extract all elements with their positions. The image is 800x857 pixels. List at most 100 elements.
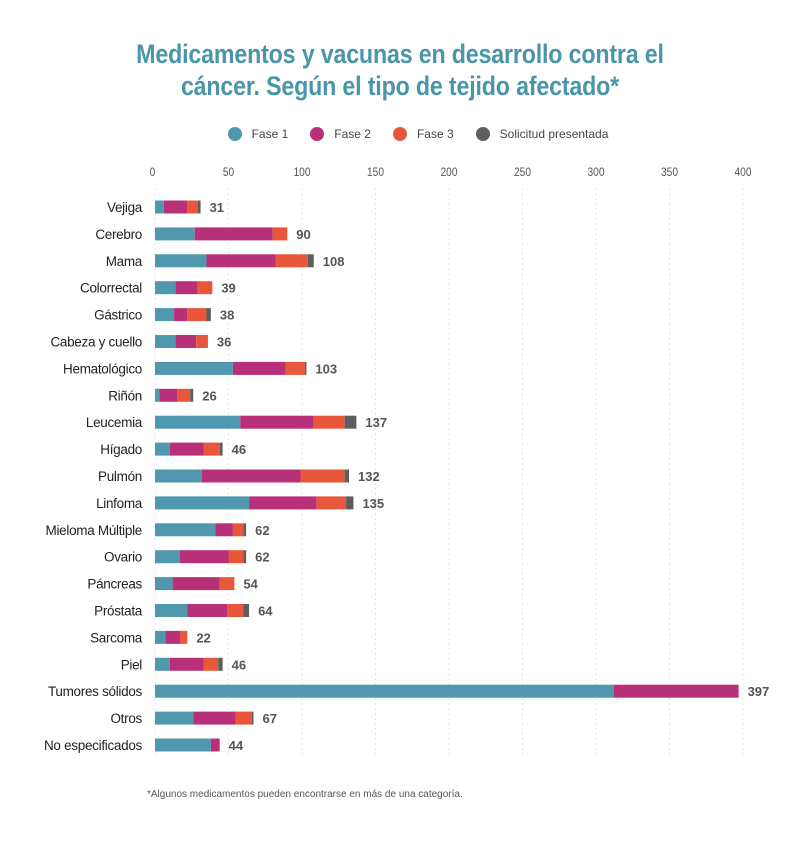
bar-segment-fase-2 <box>193 711 236 725</box>
bar-segment-solicitud-presentada <box>307 254 314 268</box>
bar-segment-fase-3 <box>219 577 235 591</box>
bar-segment-fase-1 <box>155 496 250 510</box>
legend: Fase 1 Fase 2 Fase 3 Solicitud presentad… <box>0 127 800 141</box>
x-tick-label: 200 <box>440 166 457 179</box>
bar-segment-fase-1 <box>155 711 194 725</box>
footnote: *Algunos medicamentos pueden encontrarse… <box>147 789 463 800</box>
bar-segment-fase-3 <box>272 227 288 241</box>
bar-segment-fase-2 <box>202 469 301 483</box>
bar-segment-fase-1 <box>155 200 164 214</box>
bar-segment-fase-2 <box>240 415 314 429</box>
bar-segment-fase-1 <box>155 442 170 456</box>
bar-segment-solicitud-presentada <box>252 711 254 725</box>
total-label: 67 <box>262 711 276 726</box>
bar-segment-solicitud-presentada <box>206 308 211 322</box>
bar-segment-solicitud-presentada <box>344 415 357 429</box>
bar-segment-fase-3 <box>285 361 305 375</box>
total-label: 44 <box>229 738 244 753</box>
bar-segment-fase-3 <box>179 630 188 644</box>
bar-segment-fase-1 <box>155 335 176 348</box>
bar-segment-fase-2 <box>194 227 273 241</box>
bar-segment-fase-2 <box>215 523 233 537</box>
bar-segment-fase-2 <box>159 388 178 402</box>
bar-segment-fase-2 <box>163 200 188 214</box>
total-label: 38 <box>220 308 234 323</box>
bar-segment-fase-1 <box>155 684 614 698</box>
total-label: 137 <box>365 415 387 430</box>
total-label: 62 <box>255 550 269 565</box>
category-label: Sarcoma <box>90 630 143 645</box>
bar-segment-fase-3 <box>275 254 308 268</box>
category-label: No especificados <box>44 738 143 753</box>
total-label: 46 <box>232 442 246 457</box>
bar-segment-fase-2 <box>175 281 198 295</box>
y-axis: Vejiga Cerebro Mama Colorrectal Gástrico Cabe… <box>44 200 143 753</box>
bar-segment-fase-3 <box>228 550 244 564</box>
category-label: Próstata <box>94 604 143 619</box>
bar-segment-fase-1 <box>155 630 166 644</box>
category-label: Páncreas <box>87 577 142 592</box>
bar-segment-fase-1 <box>155 738 211 752</box>
total-label: 103 <box>315 361 337 376</box>
x-axis: 0 50 100 150 200 250 300 350 400 <box>150 166 752 179</box>
category-label: Linfoma <box>96 496 143 511</box>
bar-segment-solicitud-presentada <box>219 442 223 456</box>
bar-segment-fase-3 <box>196 335 208 348</box>
category-label: Gástrico <box>94 308 142 323</box>
bar-segment-fase-2 <box>613 684 739 698</box>
legend-swatch-fase-2 <box>310 127 325 141</box>
bar-segment-fase-2 <box>169 442 204 456</box>
category-label: Mama <box>106 254 143 269</box>
bar-segment-fase-3 <box>203 657 219 671</box>
legend-swatch-solicitud <box>475 127 490 141</box>
bar-segment-fase-2 <box>172 577 220 591</box>
category-label: Riñón <box>108 388 142 403</box>
x-tick-label: 150 <box>367 166 384 179</box>
chart-title: Medicamentos y vacunas en desarrollo con… <box>56 38 744 102</box>
total-label: 22 <box>196 630 210 645</box>
legend-label-fase-3: Fase 3 <box>416 127 454 141</box>
legend-item-fase-1: Fase 1 <box>227 127 288 141</box>
bar-segment-fase-1 <box>155 254 207 268</box>
bar-segment-fase-3 <box>187 200 198 214</box>
bar-segment-fase-3 <box>197 281 213 295</box>
bar-segment-solicitud-presentada <box>218 657 223 671</box>
category-label: Piel <box>121 657 143 672</box>
total-label: 397 <box>748 684 770 699</box>
bar-segment-solicitud-presentada <box>190 388 194 402</box>
x-tick-label: 300 <box>587 166 604 179</box>
bar-segment-fase-2 <box>232 361 286 375</box>
category-label: Vejiga <box>107 200 143 215</box>
total-label: 62 <box>255 523 269 538</box>
bar-segment-solicitud-presentada <box>197 200 201 214</box>
legend-swatch-fase-1 <box>227 127 242 141</box>
x-tick-label: 100 <box>293 166 310 179</box>
bar-segment-fase-1 <box>155 281 176 295</box>
legend-item-fase-2: Fase 2 <box>310 127 371 141</box>
total-label: 132 <box>358 469 380 484</box>
category-label: Tumores sólidos <box>48 684 143 699</box>
bar-segment-solicitud-presentada <box>304 361 307 375</box>
bar-segment-fase-1 <box>155 361 233 375</box>
category-label: Hematológico <box>63 361 142 376</box>
bar-segment-fase-1 <box>155 604 188 617</box>
total-label: 54 <box>243 577 258 592</box>
bar-segment-fase-2 <box>174 308 188 322</box>
bar-segment-fase-2 <box>210 738 220 752</box>
total-label: 108 <box>323 254 345 269</box>
bar-segment-fase-1 <box>155 415 241 429</box>
total-label: 39 <box>221 281 235 296</box>
bar-segment-solicitud-presentada <box>344 469 350 483</box>
legend-item-fase-3: Fase 3 <box>392 127 454 141</box>
total-label: 135 <box>362 496 384 511</box>
bar-segment-fase-2 <box>187 604 228 617</box>
bar-segment-fase-3 <box>203 442 220 456</box>
x-tick-label: 0 <box>150 166 156 179</box>
bar-segment-fase-1 <box>155 308 175 322</box>
category-label: Mieloma Múltiple <box>46 523 142 538</box>
bar-segment-solicitud-presentada <box>243 604 250 617</box>
chart-title-line-1: Medicamentos y vacunas en desarrollo con… <box>136 39 664 69</box>
bars <box>155 200 739 752</box>
category-label: Leucemia <box>86 415 143 430</box>
